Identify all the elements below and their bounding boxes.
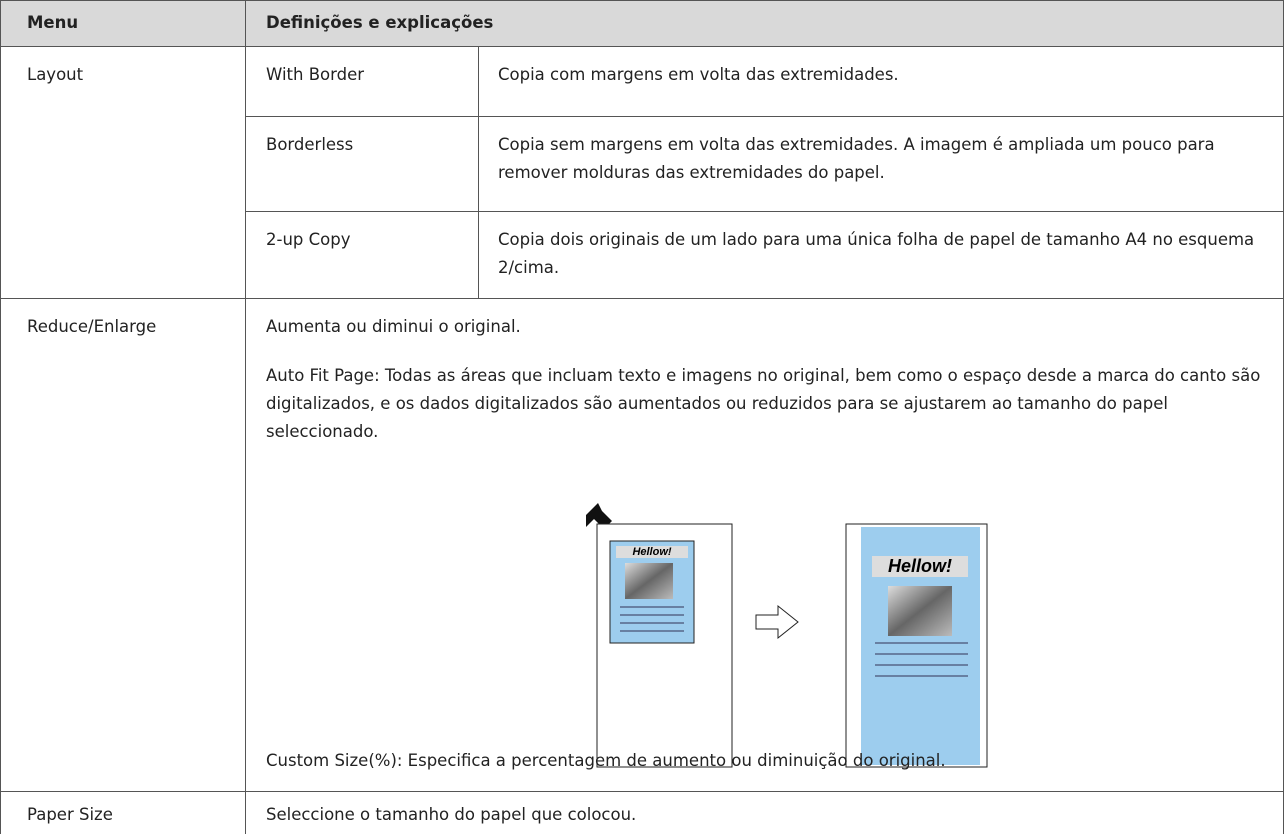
photo	[888, 586, 952, 636]
title-box	[616, 546, 688, 558]
rule	[0, 0, 1284, 1]
menu-cell: Paper Size	[27, 805, 113, 824]
option-text: Copia sem margens em volta das extremida…	[498, 135, 1215, 182]
rule	[245, 116, 1284, 117]
figure-label: Hellow!	[888, 556, 952, 576]
paragraph: Custom Size(%): Especifica a percentagem…	[266, 751, 946, 770]
option-text: Copia dois originais de um lado para uma…	[498, 230, 1255, 277]
paragraph: Seleccione o tamanho do papel que coloco…	[266, 805, 637, 824]
rule	[0, 298, 1284, 299]
text-lines	[620, 606, 684, 632]
arrow	[755, 604, 799, 640]
figure-label: Hellow!	[632, 546, 671, 558]
arrow	[586, 503, 612, 529]
option-text: Copia com margens em volta das extremida…	[498, 65, 899, 84]
option-name: Borderless	[266, 135, 354, 154]
menu-cell: Reduce/Enlarge	[27, 317, 157, 336]
option-name: With Border	[266, 65, 365, 84]
rule	[245, 0, 246, 834]
menu-cell: Layout	[27, 65, 84, 84]
photo	[625, 563, 673, 599]
figure: Hellow! Hellow!	[586, 503, 988, 768]
option-name: 2-up Copy	[266, 230, 351, 249]
header-cell: Menu	[27, 13, 79, 32]
paragraph: Aumenta ou diminui o original.	[266, 317, 521, 336]
rule	[0, 0, 1, 834]
title-box	[872, 556, 968, 577]
header-cell: Definições e explicações	[266, 13, 494, 32]
text-lines	[875, 642, 968, 677]
header-bg	[0, 0, 1284, 46]
paragraph: Auto Fit Page: Todas as áreas que inclua…	[266, 366, 1261, 441]
rule	[0, 46, 1284, 47]
rule	[478, 46, 479, 298]
rule	[0, 791, 1284, 792]
rule	[245, 211, 1284, 212]
